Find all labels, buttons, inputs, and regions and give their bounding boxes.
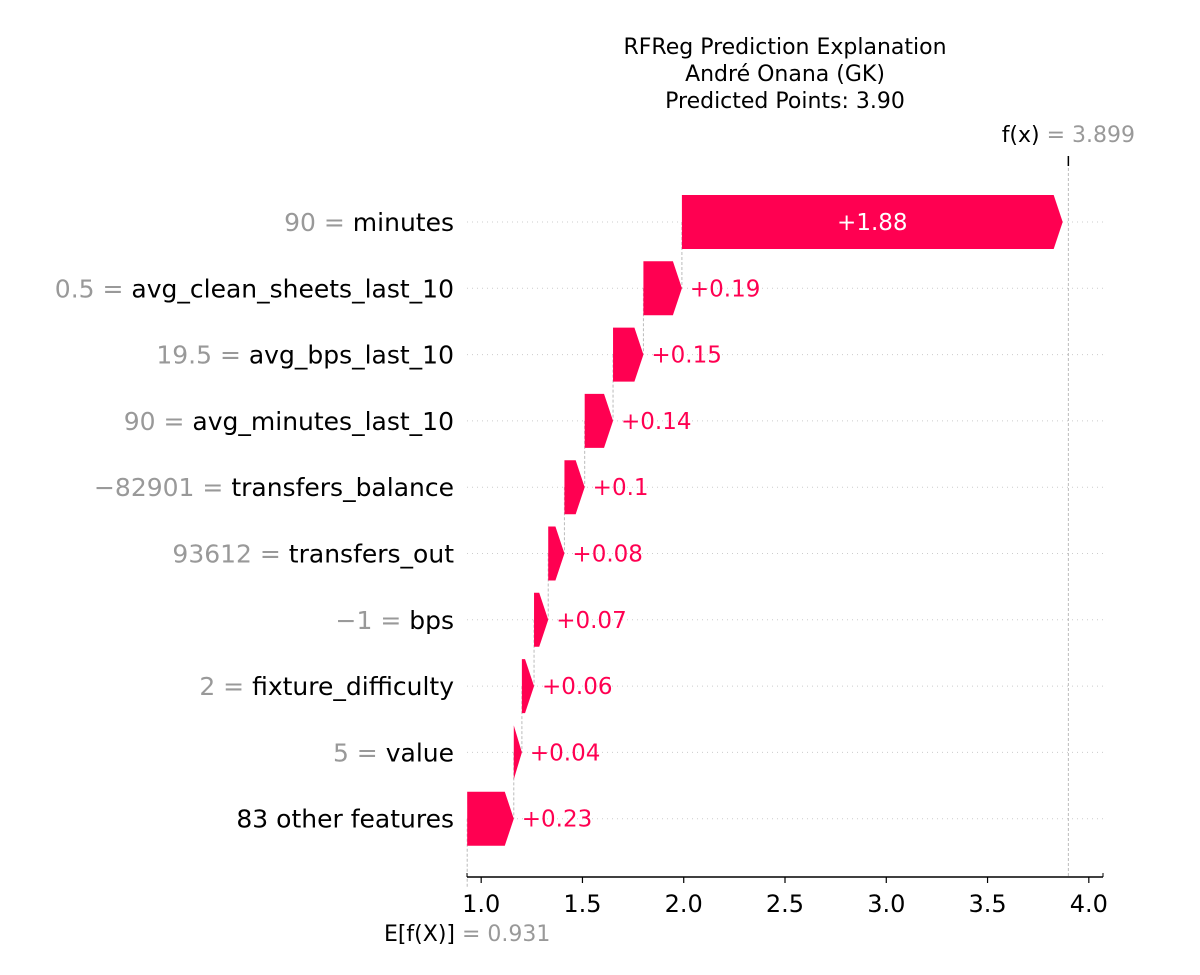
contribution-label-1: +1.88 [837, 210, 907, 236]
title-line-1: RFReg Prediction Explanation [623, 35, 946, 60]
feature-value-3: 19.5 = [156, 341, 249, 370]
x-tick-label-7: 4.0 [1070, 890, 1108, 918]
feature-label-4: 90 = avg_minutes_last_10 [124, 407, 454, 436]
contribution-label-10: +0.23 [522, 807, 592, 833]
feature-name-1: minutes [353, 208, 454, 237]
feature-label-9: 5 = value [333, 738, 454, 767]
contribution-bars: +1.88 +0.19 +0.15 +0.14 +0.1 +0.08 +0.07 +0.06 +… [467, 195, 1063, 846]
x-tick-label-6: 3.5 [968, 890, 1006, 918]
feature-label-7: −1 = bps [336, 606, 454, 635]
x-tick-label-5: 3.0 [867, 890, 905, 918]
bar-8 [521, 659, 535, 714]
base-value-symbol: E[f(X)] [384, 922, 455, 947]
feature-label-2: 0.5 = avg_clean_sheets_last_10 [55, 274, 454, 303]
contribution-label-2: +0.19 [690, 276, 760, 302]
feature-name-7: bps [409, 606, 454, 635]
title-line-2: André Onana (GK) [685, 62, 885, 87]
bar-9 [513, 725, 522, 780]
contribution-label-5: +0.1 [593, 475, 649, 501]
bar-3 [613, 327, 644, 382]
feature-labels: 90 = minutes 0.5 = avg_clean_sheets_last_… [55, 208, 454, 834]
final-value-text: f(x) = 3.899 [1002, 123, 1135, 148]
feature-label-10: 83 other features [236, 805, 454, 834]
contribution-label-7: +0.07 [556, 608, 626, 634]
feature-value-2: 0.5 = [55, 274, 132, 303]
base-value-number: = 0.931 [455, 922, 550, 947]
feature-value-7: −1 = [336, 606, 410, 635]
feature-name-3: avg_bps_last_10 [249, 341, 454, 370]
feature-name-8: fixture_difficulty [252, 672, 454, 701]
feature-name-2: avg_clean_sheets_last_10 [131, 274, 454, 303]
final-value-annotation: f(x) = 3.899 [1002, 123, 1135, 148]
feature-value-4: 90 = [124, 407, 193, 436]
x-tick-label-1: 1.0 [462, 890, 500, 918]
bar-2 [643, 261, 682, 316]
bar-5 [564, 460, 585, 515]
x-tick-label-3: 2.0 [665, 890, 703, 918]
feature-label-3: 19.5 = avg_bps_last_10 [156, 341, 454, 370]
title-line-3: Predicted Points: 3.90 [665, 89, 905, 114]
final-value-symbol: f(x) [1002, 123, 1040, 148]
feature-label-5: −82901 = transfers_balance [94, 473, 454, 502]
feature-value-5: −82901 = [94, 473, 231, 502]
feature-label-1: 90 = minutes [284, 208, 454, 237]
reference-lines [466, 156, 1070, 887]
feature-name-10: 83 other features [236, 805, 454, 834]
final-value-number: = 3.899 [1040, 123, 1135, 148]
bar-6 [548, 526, 565, 581]
bar-7 [534, 592, 549, 647]
contribution-label-9: +0.04 [530, 740, 600, 766]
contribution-label-4: +0.14 [621, 409, 691, 435]
feature-value-1: 90 = [284, 208, 353, 237]
bar-1 [681, 195, 1063, 249]
feature-name-5: transfers_balance [231, 473, 454, 502]
feature-label-6: 93612 = transfers_out [172, 540, 454, 569]
x-axis: 1.0 1.5 2.0 2.5 3.0 3.5 4.0 [462, 873, 1108, 918]
feature-value-8: 2 = [199, 672, 252, 701]
feature-value-9: 5 = [333, 738, 386, 767]
contribution-label-8: +0.06 [542, 674, 612, 700]
feature-name-6: transfers_out [289, 540, 454, 569]
feature-name-9: value [386, 738, 454, 767]
x-tick-label-4: 2.5 [766, 890, 804, 918]
feature-value-6: 93612 = [172, 540, 288, 569]
base-value-annotation: E[f(X)] = 0.931 [384, 922, 550, 947]
contribution-label-6: +0.08 [572, 542, 642, 568]
bar-4 [584, 393, 614, 448]
row-gridlines [467, 221, 1103, 820]
bar-10 [467, 791, 514, 846]
feature-name-4: avg_minutes_last_10 [192, 407, 454, 436]
feature-label-8: 2 = fixture_difficulty [199, 672, 454, 701]
x-tick-label-2: 1.5 [563, 890, 601, 918]
base-value-text: E[f(X)] = 0.931 [384, 922, 550, 947]
contribution-label-3: +0.15 [651, 343, 721, 369]
